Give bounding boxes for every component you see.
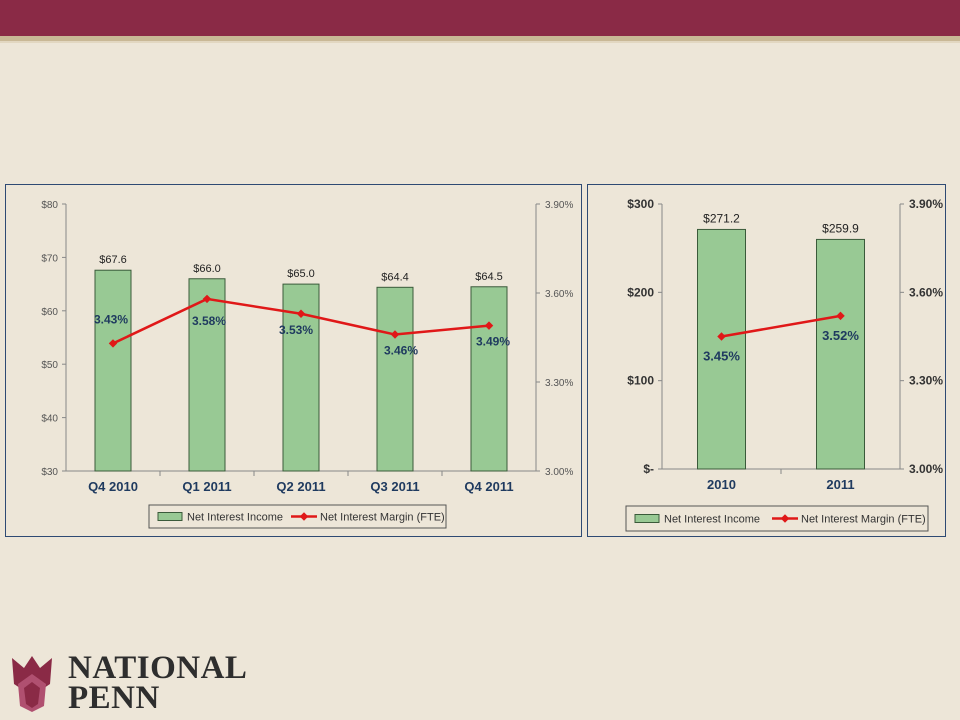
bar-value-label: $271.2 <box>703 211 740 225</box>
bar <box>697 228 746 470</box>
header-stripe <box>0 36 960 41</box>
right-tick-label: 3.30% <box>909 374 943 388</box>
left-tick-label: $300 <box>627 197 654 211</box>
right-tick-label: 3.60% <box>909 285 943 299</box>
category-label: Q3 2011 <box>370 479 419 494</box>
category-label: Q1 2011 <box>182 479 231 494</box>
bar-value-label: $66.0 <box>193 263 221 275</box>
quarterly-chart: $30 $40 $50 $60 $70 $80 3.00% 3.30% 3.60% 3.90% $6… <box>41 200 573 529</box>
left-tick-label: $50 <box>41 360 58 371</box>
margin-value-label: 3.58% <box>192 314 226 328</box>
logo-line1: NATIONAL <box>68 650 248 686</box>
margin-value-label: 3.49% <box>476 335 510 349</box>
margin-point <box>836 311 845 321</box>
legend-line-label: Net Interest Margin (FTE) <box>801 514 926 526</box>
left-tick-label: $60 <box>41 307 58 318</box>
right-tick-label: 3.90% <box>545 200 573 211</box>
legend-line-marker <box>299 512 309 521</box>
margin-value-label: 3.45% <box>703 349 740 364</box>
left-tick-label: $80 <box>41 200 58 211</box>
annual-chart: $- $100 $200 $300 3.00% 3.30% 3.60% 3.90% $271.2… <box>625 197 943 532</box>
legend-bar-label: Net Interest Income <box>187 512 283 524</box>
header-stripe-light <box>0 41 960 43</box>
margin-point <box>108 339 118 348</box>
quarterly-chart-panel: $30 $40 $50 $60 $70 $80 3.00% 3.30% 3.60% 3.90% $6… <box>5 184 582 537</box>
margin-value-label: 3.43% <box>94 312 128 326</box>
bar <box>470 286 508 472</box>
bar <box>816 238 865 470</box>
left-tick-label: $70 <box>41 253 58 264</box>
bar <box>188 278 226 472</box>
bar-value-label: $64.4 <box>381 271 409 283</box>
right-tick-label: 3.60% <box>545 289 573 300</box>
company-logo: NATIONAL PENN <box>10 650 270 716</box>
category-label: Q2 2011 <box>276 479 325 494</box>
bar-value-label: $64.5 <box>475 271 503 283</box>
right-tick-label: 3.30% <box>545 378 573 389</box>
annual-chart-panel: $- $100 $200 $300 3.00% 3.30% 3.60% 3.90% $271.2… <box>587 184 946 537</box>
header-band <box>0 0 960 36</box>
left-tick-label: $30 <box>41 467 58 478</box>
tulip-icon <box>12 656 52 712</box>
bar <box>94 269 132 472</box>
left-tick-label: $200 <box>627 285 654 299</box>
legend-bar-swatch <box>157 512 183 521</box>
margin-point <box>202 294 212 304</box>
bar-value-label: $65.0 <box>287 268 315 280</box>
left-tick-label: $100 <box>627 374 654 388</box>
margin-point <box>390 330 400 339</box>
margin-point <box>717 332 726 341</box>
margin-value-label: 3.52% <box>822 328 859 343</box>
category-label: 2010 <box>707 477 736 492</box>
bar-value-label: $259.9 <box>822 221 859 235</box>
category-label: Q4 2010 <box>88 479 138 494</box>
legend-line-label: Net Interest Margin (FTE) <box>320 512 445 524</box>
bar <box>376 286 414 472</box>
logo-line2: PENN <box>68 680 160 716</box>
category-label: Q4 2011 <box>464 479 513 494</box>
legend-bar-label: Net Interest Income <box>664 514 760 526</box>
left-tick-label: $- <box>643 462 654 476</box>
left-tick-label: $40 <box>41 414 58 425</box>
category-label: 2011 <box>826 477 854 492</box>
right-tick-label: 3.00% <box>909 462 943 476</box>
right-tick-label: 3.00% <box>545 467 573 478</box>
bar-value-label: $67.6 <box>99 254 127 266</box>
right-tick-label: 3.90% <box>909 197 943 211</box>
margin-value-label: 3.46% <box>384 344 418 358</box>
margin-point <box>484 321 494 330</box>
legend-bar-swatch <box>634 514 660 523</box>
margin-value-label: 3.53% <box>279 323 313 337</box>
margin-line <box>721 314 841 338</box>
